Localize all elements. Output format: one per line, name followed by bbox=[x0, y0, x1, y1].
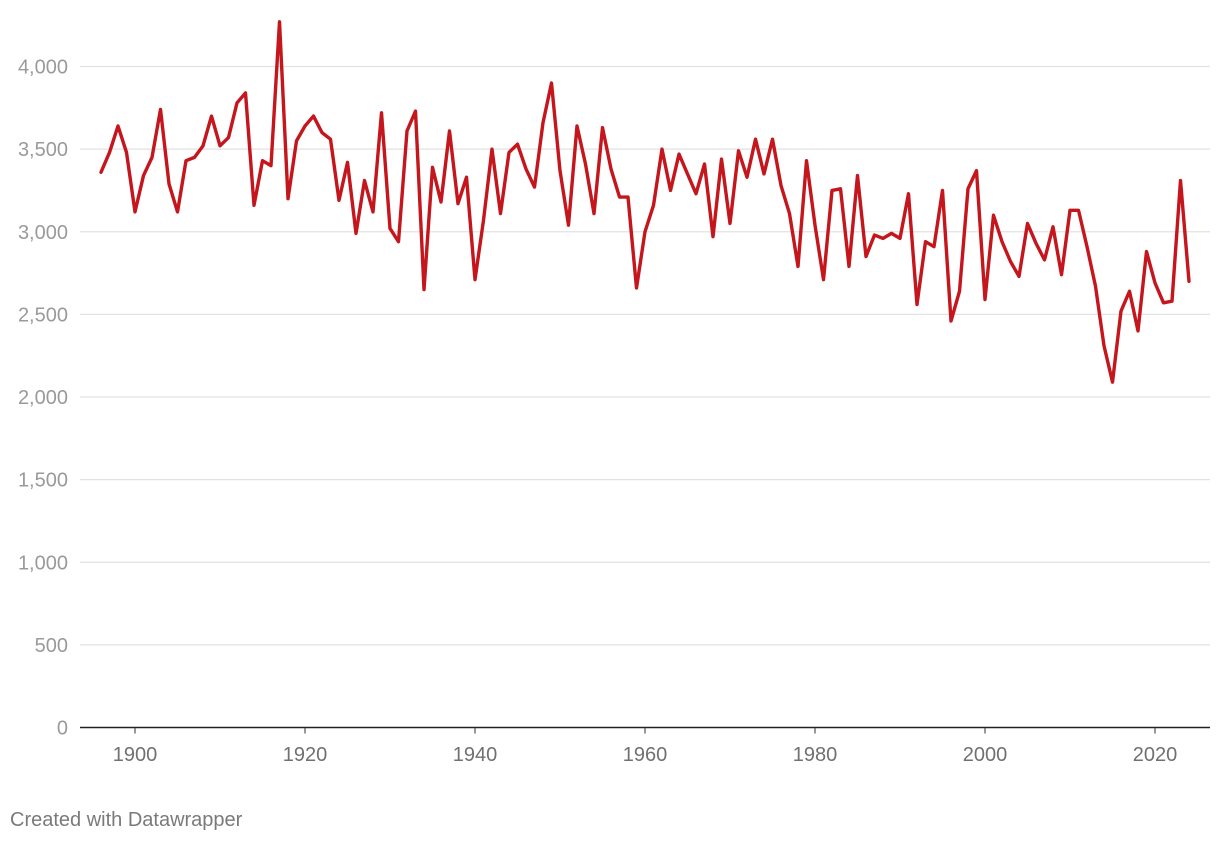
y-tick-label: 500 bbox=[35, 635, 68, 657]
y-axis-tick-labels: 0 500 1,000 1,500 2,000 2,500 3,000 3,500 4,000 bbox=[18, 57, 68, 740]
x-axis-tick-labels: 1900 1920 1940 1960 1980 2000 2020 bbox=[113, 744, 1178, 766]
series-line bbox=[99, 20, 1191, 384]
footer-credit: Created with Datawrapper bbox=[10, 809, 243, 831]
series-lines bbox=[99, 20, 1191, 384]
y-tick-label: 3,000 bbox=[18, 222, 68, 244]
y-tick-label: 2,000 bbox=[18, 387, 68, 409]
y-tick-label: 4,000 bbox=[18, 57, 68, 79]
y-tick-label: 1,500 bbox=[18, 470, 68, 492]
y-tick-label: 0 bbox=[57, 718, 68, 740]
x-tick-label: 1980 bbox=[793, 744, 838, 766]
x-tick-label: 1940 bbox=[453, 744, 498, 766]
y-tick-label: 1,000 bbox=[18, 552, 68, 574]
x-tick-label: 1900 bbox=[113, 744, 158, 766]
y-tick-label: 3,500 bbox=[18, 139, 68, 161]
x-axis bbox=[80, 726, 1210, 734]
x-tick-label: 1920 bbox=[283, 744, 328, 766]
y-tick-label: 2,500 bbox=[18, 304, 68, 326]
x-tick-label: 2020 bbox=[1133, 744, 1178, 766]
x-tick-label: 1960 bbox=[623, 744, 668, 766]
x-tick-label: 2000 bbox=[963, 744, 1008, 766]
